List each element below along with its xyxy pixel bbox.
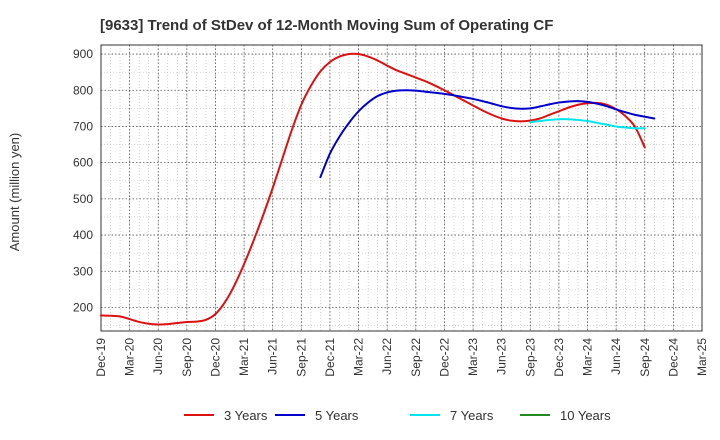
x-tick-label: Sep-22 bbox=[409, 338, 423, 377]
x-tick-label: Dec-23 bbox=[552, 338, 566, 377]
y-tick-label: 600 bbox=[73, 156, 93, 170]
x-tick-label: Jun-20 bbox=[151, 338, 165, 375]
y-tick-label: 900 bbox=[73, 47, 93, 61]
y-tick-label: 300 bbox=[73, 264, 93, 278]
series-line-3-years bbox=[100, 52, 646, 326]
series-line-7-years bbox=[529, 118, 646, 130]
x-tick-label: Sep-24 bbox=[638, 338, 652, 377]
x-tick-label: Mar-20 bbox=[123, 338, 137, 376]
x-tick-label: Mar-22 bbox=[352, 338, 366, 376]
x-tick-label: Dec-21 bbox=[323, 338, 337, 377]
y-tick-label: 700 bbox=[73, 119, 93, 133]
y-tick-label: 200 bbox=[73, 300, 93, 314]
x-tick-label: Jun-23 bbox=[495, 338, 509, 375]
y-tick-label: 800 bbox=[73, 83, 93, 97]
x-tick-label: Sep-23 bbox=[523, 338, 537, 377]
plot-area: 200 300 400 500 600 700 800 900 Dec-19 Mar-20 Jun-… bbox=[73, 44, 709, 377]
chart-title: [9633] Trend of StDev of 12-Month Moving… bbox=[100, 17, 553, 34]
y-tick-label: 400 bbox=[73, 228, 93, 242]
x-tick-label: Dec-20 bbox=[208, 338, 222, 377]
y-axis-label: Amount (million yen) bbox=[7, 133, 22, 252]
x-tick-label: Sep-20 bbox=[180, 338, 194, 377]
x-tick-label: Jun-24 bbox=[609, 338, 623, 375]
y-tick-label: 500 bbox=[73, 192, 93, 206]
legend-label: 3 Years bbox=[224, 408, 268, 423]
x-tick-label: Mar-24 bbox=[581, 338, 595, 376]
x-tick-label: Mar-25 bbox=[695, 338, 709, 376]
series-line-5-years bbox=[319, 89, 656, 179]
x-tick-label: Dec-19 bbox=[94, 338, 108, 377]
x-tick-label: Sep-21 bbox=[294, 338, 308, 377]
legend-label: 5 Years bbox=[315, 408, 359, 423]
legend: 3 Years 5 Years 7 Years 10 Years bbox=[184, 408, 611, 423]
x-tick-label: Jun-21 bbox=[266, 338, 280, 375]
legend-label: 7 Years bbox=[450, 408, 494, 423]
x-tick-label: Dec-24 bbox=[666, 338, 680, 377]
x-tick-label: Mar-21 bbox=[237, 338, 251, 376]
plot-frame bbox=[100, 44, 703, 332]
x-tick-label: Jun-22 bbox=[380, 338, 394, 375]
x-tick-label: Mar-23 bbox=[466, 338, 480, 376]
legend-label: 10 Years bbox=[560, 408, 611, 423]
x-tick-label: Dec-22 bbox=[437, 338, 451, 377]
